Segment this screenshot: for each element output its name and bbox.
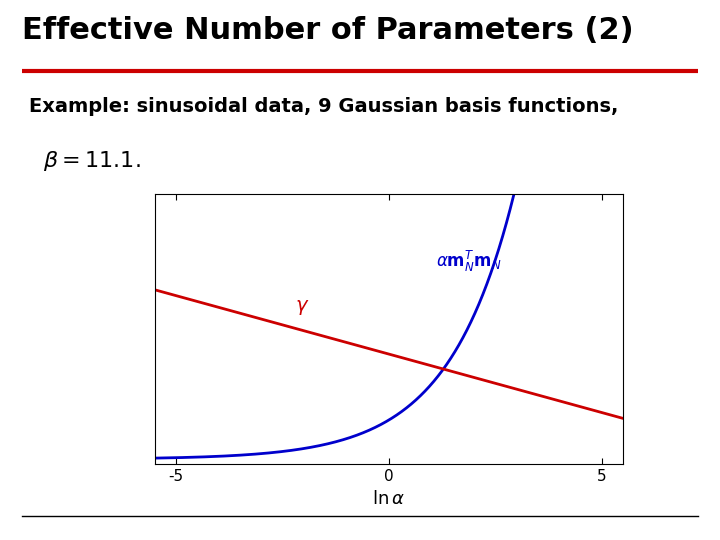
Text: $\beta = 11.1.$: $\beta = 11.1.$ — [43, 149, 141, 173]
Text: Effective Number of Parameters (2): Effective Number of Parameters (2) — [22, 16, 633, 45]
Text: $\gamma$: $\gamma$ — [295, 298, 310, 318]
X-axis label: $\ln\alpha$: $\ln\alpha$ — [372, 490, 405, 508]
Text: $\alpha \mathbf{m}_N^T \mathbf{m}_N$: $\alpha \mathbf{m}_N^T \mathbf{m}_N$ — [436, 249, 501, 274]
Text: Example: sinusoidal data, 9 Gaussian basis functions,: Example: sinusoidal data, 9 Gaussian bas… — [29, 97, 618, 116]
